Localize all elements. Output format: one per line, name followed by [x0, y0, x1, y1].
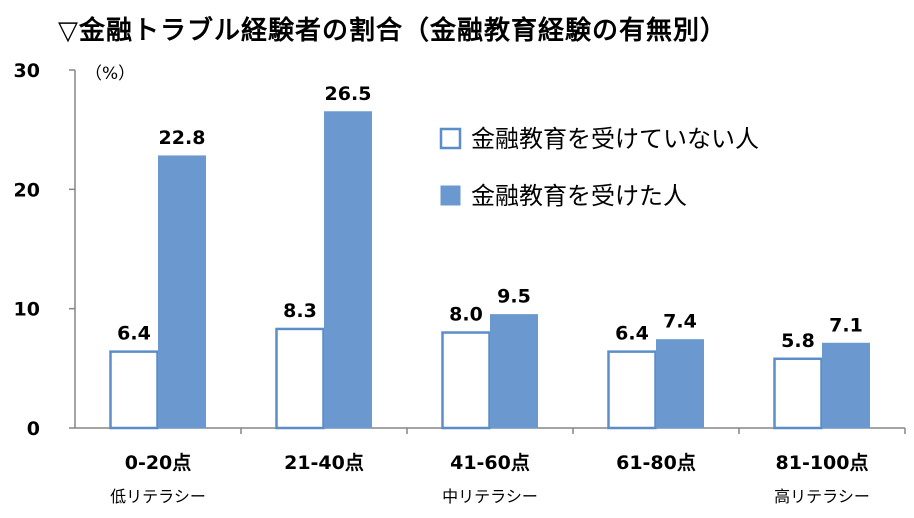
- data-label-with-education: 9.5: [497, 286, 531, 308]
- bar-with-education: [656, 339, 704, 429]
- legend-label: 金融教育を受けていない人: [471, 125, 759, 153]
- bar-no-education: [109, 350, 159, 430]
- x-category-sublabel: 中リテラシー: [442, 487, 538, 506]
- bar-with-education: [158, 155, 206, 429]
- data-label-no-education: 8.0: [449, 304, 483, 326]
- legend-swatch: [439, 127, 462, 150]
- data-label-with-education: 22.8: [159, 127, 206, 149]
- y-tick-label: 30: [14, 60, 40, 82]
- y-tick-label: 20: [14, 179, 40, 201]
- bar-with-education: [822, 342, 870, 429]
- x-category-label: 41-60点: [450, 452, 530, 474]
- x-category-sublabel: 高リテラシー: [774, 487, 870, 506]
- y-tick-label: 0: [27, 418, 40, 440]
- x-category-label: 81-100点: [776, 452, 869, 474]
- y-tick-label: 10: [14, 299, 40, 321]
- x-category-label: 61-80点: [616, 452, 696, 474]
- bar-no-education: [607, 350, 657, 430]
- bar-no-education: [441, 331, 491, 430]
- data-label-no-education: 5.8: [781, 330, 815, 352]
- data-label-with-education: 7.4: [663, 311, 697, 333]
- y-axis-unit-label: （%）: [85, 64, 135, 84]
- bar-with-education: [490, 314, 538, 429]
- bar-with-education: [324, 111, 372, 429]
- bar-no-education: [773, 357, 823, 430]
- x-category-sublabel: 低リテラシー: [110, 487, 206, 506]
- data-label-with-education: 7.1: [829, 314, 863, 336]
- x-category-label: 21-40点: [284, 452, 364, 474]
- data-label-no-education: 8.3: [283, 300, 317, 322]
- bar-no-education: [275, 327, 325, 430]
- data-label-no-education: 6.4: [615, 323, 649, 345]
- legend-label: 金融教育を受けた人: [471, 182, 687, 210]
- data-label-no-education: 6.4: [117, 323, 151, 345]
- legend-swatch: [440, 185, 461, 206]
- x-category-label: 0-20点: [125, 452, 192, 474]
- data-label-with-education: 26.5: [325, 83, 372, 105]
- chart-title: ▽金融トラブル経験者の割合（金融教育経験の有無別）: [58, 16, 727, 46]
